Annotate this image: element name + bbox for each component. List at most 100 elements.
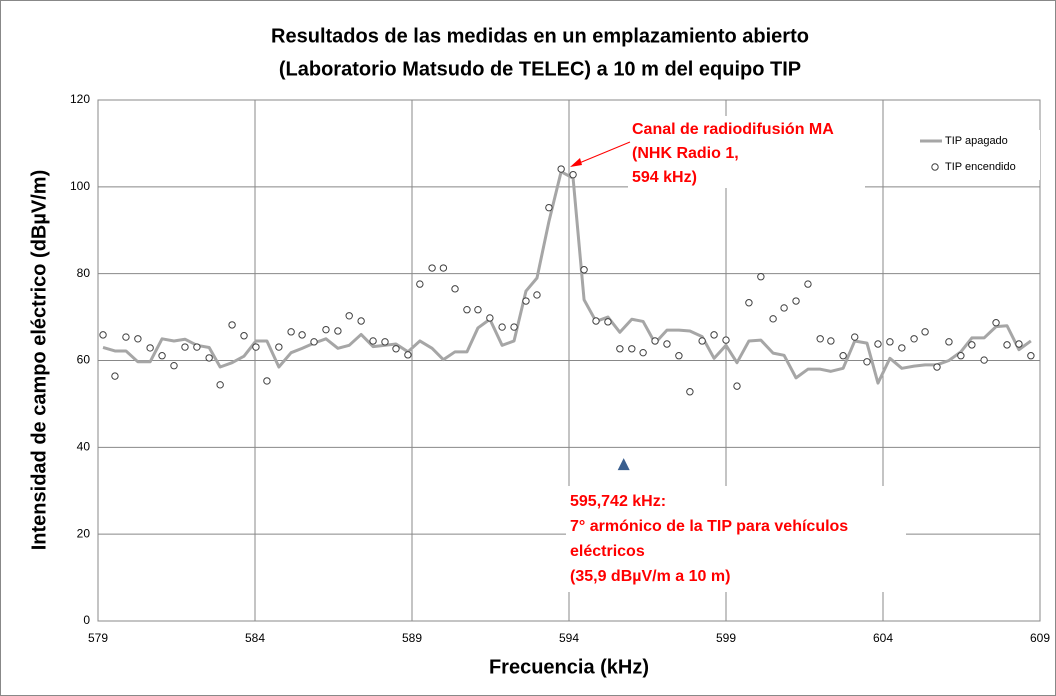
x-tick-label: 584 (245, 631, 265, 645)
scatter-point (510, 323, 518, 331)
scatter-point (381, 338, 389, 346)
legend-label: TIP apagado (945, 135, 1008, 147)
scatter-point (216, 381, 224, 389)
scatter-point (228, 321, 236, 329)
scatter-point (170, 362, 178, 370)
scatter-point (722, 336, 730, 344)
scatter-point (945, 338, 953, 346)
scatter-point (580, 266, 588, 274)
legend-box (905, 130, 1040, 180)
scatter-point (545, 203, 553, 212)
scatter-point (874, 340, 882, 348)
scatter-point (404, 351, 412, 359)
annotation-text: (35,9 dBµV/m a 10 m) (570, 568, 730, 585)
scatter-point (522, 297, 530, 305)
scatter-point (439, 264, 448, 272)
y-tick-label: 100 (70, 179, 90, 193)
scatter-point (392, 345, 400, 353)
annotation-box (628, 116, 865, 188)
scatter-point (910, 335, 918, 343)
scatter-point (686, 388, 694, 396)
scatter-point (592, 317, 600, 325)
scatter-point (263, 377, 271, 385)
chart-title: (Laboratorio Matsudo de TELEC) a 10 m de… (279, 58, 801, 80)
scatter-point (1027, 352, 1035, 360)
scatter-point (569, 170, 577, 179)
chart-title: Resultados de las medidas en un emplazam… (271, 25, 809, 47)
line-series (102, 170, 1032, 385)
scatter-point (651, 337, 659, 345)
scatter-point (533, 291, 541, 299)
x-tick-label: 594 (559, 631, 579, 645)
y-axis-label: Intensidad de campo eléctrico (dBµV/m) (28, 170, 50, 551)
scatter-point (863, 358, 871, 366)
scatter-point (639, 348, 647, 357)
x-axis-label: Frecuencia (kHz) (489, 656, 649, 678)
scatter-point (486, 314, 494, 322)
scatter-point (710, 331, 718, 339)
scatter-point (886, 338, 894, 346)
y-tick-label: 120 (70, 92, 90, 106)
y-tick-label: 80 (77, 266, 91, 280)
annotation-text: 594 kHz) (632, 169, 697, 186)
scatter-point (205, 354, 213, 362)
scatter-point (1003, 341, 1011, 349)
annotation-text: 595,742 kHz: (570, 493, 666, 510)
annotation-arrow (571, 141, 631, 167)
scatter-point (792, 297, 800, 305)
y-tick-label: 20 (77, 526, 91, 540)
scatter-point (298, 331, 306, 339)
scatter-point (428, 264, 436, 272)
scatter-point (816, 335, 824, 343)
scatter-point (898, 344, 906, 352)
scatter-point (780, 304, 788, 312)
scatter-point (851, 333, 859, 341)
scatter-point (275, 343, 283, 351)
x-tick-label: 604 (873, 631, 893, 645)
scatter-point (99, 331, 107, 339)
scatter-point (675, 352, 683, 360)
scatter-point (933, 363, 941, 371)
scatter-point (663, 340, 671, 348)
scatter-point (111, 372, 119, 380)
annotation-text: eléctricos (570, 543, 645, 560)
x-tick-label: 599 (716, 631, 736, 645)
scatter-point (345, 312, 353, 320)
scatter-point (193, 343, 201, 351)
scatter-point (369, 337, 377, 345)
scatter-point (616, 345, 624, 353)
scatter-point (474, 306, 482, 314)
scatter-point (181, 343, 189, 351)
y-tick-label: 40 (77, 440, 91, 454)
scatter-point (745, 299, 753, 307)
annotation-text: 7° armónico de la TIP para vehículos (570, 518, 848, 535)
scatter-point (322, 325, 330, 334)
scatter-point (416, 280, 424, 288)
x-tick-label: 609 (1030, 631, 1050, 645)
scatter-point (357, 317, 365, 325)
scatter-point (757, 273, 765, 281)
scatter-point (287, 328, 295, 336)
scatter-point (463, 306, 471, 314)
scatter-point (698, 337, 706, 345)
y-tick-label: 0 (83, 613, 90, 627)
annotation-arrowhead (570, 158, 582, 167)
scatter-point (146, 344, 154, 352)
scatter-point (769, 315, 777, 323)
x-tick-label: 579 (88, 631, 108, 645)
scatter-point (968, 341, 976, 349)
scatter-point (158, 352, 166, 360)
scatter-point (980, 356, 988, 364)
annotation-box (566, 486, 906, 592)
scatter-point (921, 328, 929, 336)
scatter-point (628, 345, 636, 353)
scatter-point (252, 343, 260, 351)
scatter-point (827, 337, 835, 345)
scatter-point (957, 352, 965, 360)
annotation-text: (NHK Radio 1, (632, 145, 739, 162)
scatter-point (334, 327, 342, 335)
scatter-point (451, 285, 459, 293)
scatter-point (992, 319, 1000, 327)
harmonic-marker (617, 458, 630, 471)
legend-swatch (931, 163, 939, 171)
